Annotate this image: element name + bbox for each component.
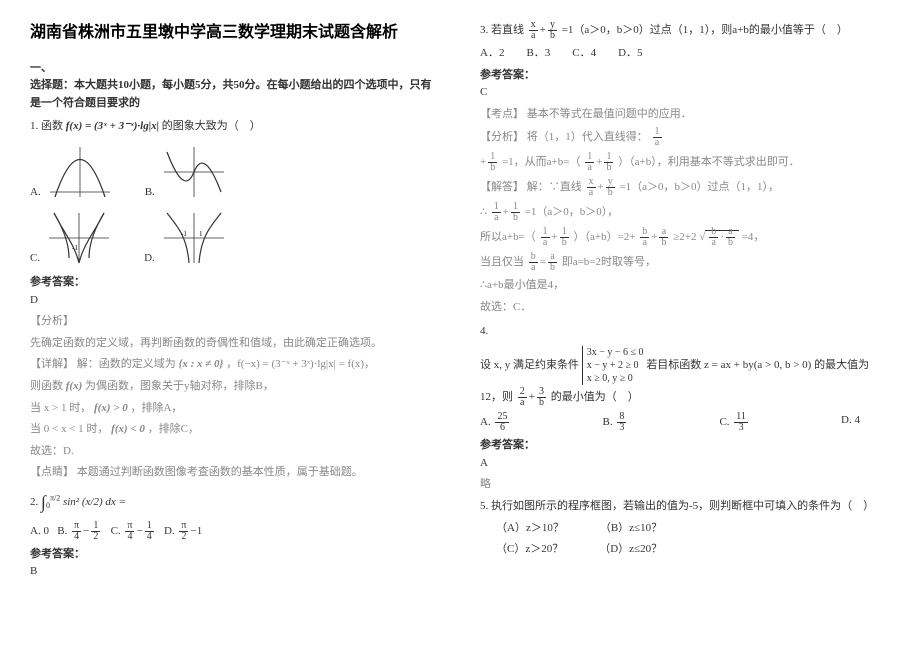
page-title: 湖南省株洲市五里墩中学高三数学理期末试题含解析: [30, 20, 440, 46]
graph-A-svg: [45, 142, 115, 202]
q3-answer-label: 参考答案：: [480, 67, 890, 85]
q3-jd6: 故选：C．: [480, 299, 890, 317]
q3-jd5: ∴a+b最小值是4，: [480, 277, 890, 295]
graph-B: B.: [145, 142, 229, 202]
q3-jd4: 当且仅当 ba=ab 即a=b=2时取等号，: [480, 252, 890, 273]
q3-fx2: +1b =1，从而a+b=（ 1a+1b ）（a+b），利用基本不等式求出即可．: [480, 152, 890, 173]
svg-text:-1: -1: [72, 244, 78, 252]
q2-answer-label: 参考答案：: [30, 546, 440, 564]
q3-answer: C: [480, 84, 890, 102]
q3-jd3: 所以a+b=（ 1a+1b ）（a+b）=2+ ba+ab ≥2+2 ba·ab…: [480, 227, 890, 248]
q1-detail3: 当 x > 1 时， f(x) > 0 ，排除A，: [30, 400, 440, 418]
left-column: 湖南省株洲市五里墩中学高三数学理期末试题含解析 一、 选择题：本大题共10小题，…: [30, 20, 440, 631]
right-column: 3. 若直线 xa+yb =1（a＞0，b＞0）过点（1，1），则a+b的最小值…: [480, 20, 890, 631]
q1-detail5: 故选：D.: [30, 443, 440, 461]
q4-opts: A. 256 B. 83 C. 113 D. 4: [480, 412, 890, 433]
q1-detail: 【详解】 解：函数的定义域为 {x : x ≠ 0} ，f(−x) = (3⁻ˣ…: [30, 356, 440, 374]
q3-kp: 【考点】 基本不等式在最值问题中的应用．: [480, 106, 890, 124]
section-heading: 一、 选择题：本大题共10小题，每小题5分，共50分。在每小题给出的四个选项中，…: [30, 60, 440, 113]
q4-answer-label: 参考答案：: [480, 437, 890, 455]
q1-detail2: 则函数 f(x) 为偶函数，图象关于y轴对称，排除B，: [30, 378, 440, 396]
q1-graphs-row1: A. B.: [30, 142, 440, 202]
q5-opts-row1: （A）z＞10？ （B）z≤10？: [496, 520, 890, 538]
q3-fx: 【分析】 将（1，1）代入直线得： 1a: [480, 127, 890, 148]
q1-stem: 1. 函数 f(x) = (3ˣ + 3⁻ˣ)·lg|x| 的图象大致为（ ）: [30, 118, 440, 136]
q4-num: 4.: [480, 323, 890, 341]
q3-jd: 【解答】 解：∵直线 xa+yb =1（a＞0，b＞0）过点（1，1），: [480, 177, 890, 198]
svg-text:-1: -1: [181, 230, 187, 238]
q2-answer: B: [30, 563, 440, 581]
q1-graphs-row2: C. -1 D. -1 1: [30, 208, 440, 268]
graph-D-svg: -1 1: [159, 208, 229, 268]
q4-stem: 设 x, y 满足约束条件 3x − y − 6 ≤ 0 x − y + 2 ≥…: [480, 344, 890, 408]
svg-text:1: 1: [199, 230, 203, 238]
graph-C: C. -1: [30, 208, 114, 268]
q1-answer-label: 参考答案：: [30, 274, 440, 292]
q1-analysis-label: 【分析】: [30, 313, 440, 331]
q1-answer: D: [30, 292, 440, 310]
graph-A: A.: [30, 142, 115, 202]
q5-opts-row2: （C）z＞20？ （D）z≤20？: [496, 541, 890, 559]
q2-stem: 2. ∫0π/2 sin² (x/2) dx =: [30, 488, 440, 517]
graph-D: D. -1 1: [144, 208, 229, 268]
graph-C-svg: -1: [44, 208, 114, 268]
q2-opts: A. 0 B. π4−12 C. π4−14 D. π2−1: [30, 521, 440, 542]
q3-jd2: ∴ 1a+1b =1（a＞0，b＞0），: [480, 202, 890, 223]
q5-stem: 5. 执行如图所示的程序框图，若输出的值为-5，则判断框中可填入的条件为（ ）: [480, 498, 890, 516]
q4-skip: 略: [480, 476, 890, 494]
q1-analysis: 先确定函数的定义域，再判断函数的奇偶性和值域，由此确定正确选项。: [30, 335, 440, 353]
q3-stem: 3. 若直线 xa+yb =1（a＞0，b＞0）过点（1，1），则a+b的最小值…: [480, 20, 890, 41]
q4-answer: A: [480, 455, 890, 473]
q1-detail4: 当 0 < x < 1 时， f(x) < 0 ，排除C，: [30, 421, 440, 439]
graph-B-svg: [159, 142, 229, 202]
q3-opts: A．2 B．3 C．4 D．5: [480, 45, 890, 63]
q1-point: 【点睛】 本题通过判断函数图像考查函数的基本性质，属于基础题。: [30, 464, 440, 482]
